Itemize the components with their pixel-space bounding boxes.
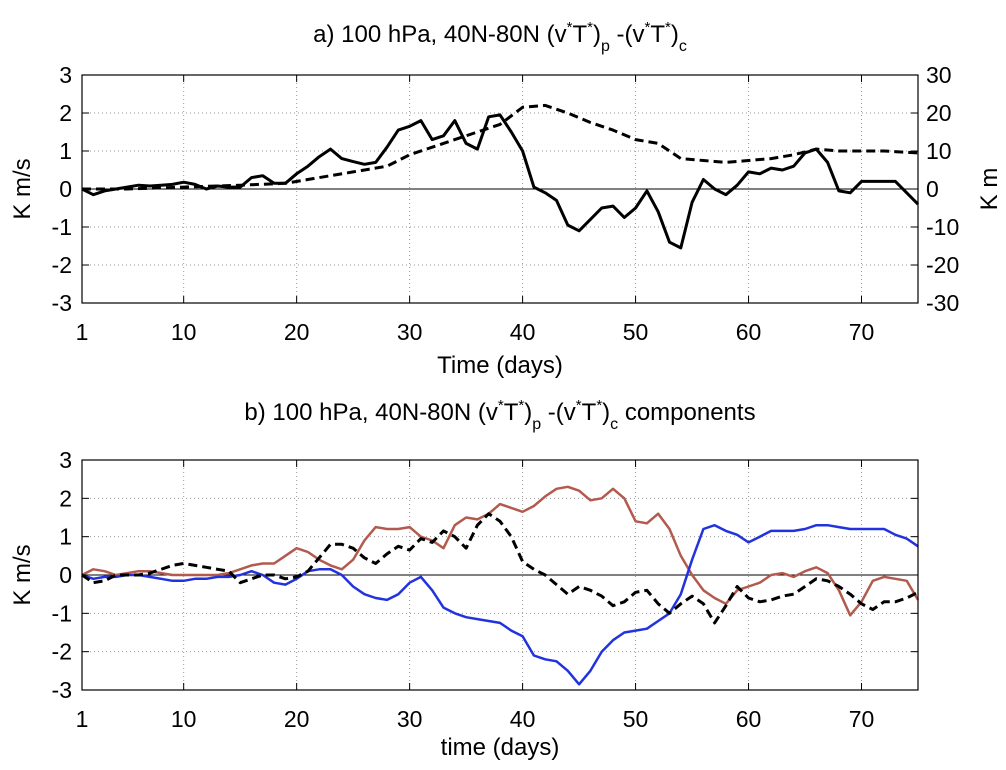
- title-part: *: [498, 397, 504, 414]
- series-line-0: [81, 485, 920, 617]
- title-part: ): [671, 21, 679, 48]
- title-part: components: [618, 399, 755, 426]
- x-tick-label: 50: [623, 319, 649, 345]
- y-tick-label: 2: [59, 485, 72, 511]
- title-part: *: [665, 19, 671, 36]
- title-part: c: [679, 38, 687, 55]
- y2-axis-label: K m: [976, 168, 1003, 211]
- chart-title: b) 100 hPa, 40N-80N (v*T*)p -(v*T*)c com…: [244, 397, 755, 433]
- x-tick-label: 10: [171, 706, 197, 732]
- y2-tick-label: 30: [926, 62, 952, 88]
- y-tick-label: 3: [59, 447, 72, 473]
- title-part: a) 100 hPa, 40N-80N (v: [313, 21, 566, 48]
- y-axis-label: K m/s: [9, 544, 36, 605]
- series-line-2: [81, 512, 919, 625]
- title-part: -(v: [541, 399, 576, 426]
- title-part: -(v: [610, 21, 645, 48]
- x-tick-label: 70: [849, 706, 875, 732]
- title-part: *: [567, 19, 573, 36]
- y-axis-label: K m/s: [9, 158, 36, 219]
- title-part: T: [572, 21, 587, 48]
- x-tick-label: 30: [397, 319, 423, 345]
- y-tick-label: -2: [52, 252, 72, 278]
- title-part: b) 100 hPa, 40N-80N (v: [244, 399, 497, 426]
- x-axis-label: time (days): [441, 734, 560, 761]
- x-tick-label: 10: [171, 319, 197, 345]
- y2-tick-label: -10: [926, 214, 959, 240]
- y-tick-label: -3: [52, 677, 72, 703]
- y2-tick-label: 20: [926, 100, 952, 126]
- title-part: ): [524, 399, 532, 426]
- x-tick-label: 30: [397, 706, 423, 732]
- title-part: T: [650, 21, 665, 48]
- y-tick-label: -1: [52, 600, 72, 626]
- x-tick-label: 60: [736, 706, 762, 732]
- x-tick-label: 60: [736, 319, 762, 345]
- x-tick-label: 40: [510, 706, 536, 732]
- x-tick-label: 70: [849, 319, 875, 345]
- panel-b-chart: 1 10 20 30 40 50 60 70 -3 -2 -1 0 1 2 3 b) 100 hPa, 40N…: [9, 397, 920, 761]
- y-tick-label: -2: [52, 639, 72, 665]
- y-tick-label: 0: [59, 176, 72, 202]
- title-part: ): [593, 21, 601, 48]
- series-line-0: [81, 113, 920, 250]
- x-tick-label: 20: [284, 706, 310, 732]
- title-part: *: [576, 397, 582, 414]
- title-part: *: [645, 19, 651, 36]
- y-tick-label: 2: [59, 100, 72, 126]
- chart-title: a) 100 hPa, 40N-80N (v*T*)p -(v*T*)c: [313, 19, 687, 55]
- title-part: *: [518, 397, 524, 414]
- y-tick-label: 1: [59, 138, 72, 164]
- y2-tick-label: -30: [926, 290, 959, 316]
- title-part: ): [602, 399, 610, 426]
- x-axis-label: Time (days): [437, 352, 563, 379]
- y2-tick-label: -20: [926, 252, 959, 278]
- title-part: *: [596, 397, 602, 414]
- title-part: *: [587, 19, 593, 36]
- x-tick-label: 1: [76, 706, 89, 732]
- title-part: c: [610, 416, 618, 433]
- x-tick-label: 40: [510, 319, 536, 345]
- y-tick-label: 0: [59, 562, 72, 588]
- y2-tick-label: 10: [926, 138, 952, 164]
- series-line-1: [81, 523, 919, 686]
- y-tick-label: -3: [52, 290, 72, 316]
- title-part: p: [532, 416, 541, 433]
- title-part: T: [582, 399, 597, 426]
- y-tick-label: 1: [59, 524, 72, 550]
- title-part: p: [601, 38, 610, 55]
- x-tick-label: 1: [76, 319, 89, 345]
- y-tick-label: 3: [59, 62, 72, 88]
- y2-tick-label: 0: [926, 176, 939, 202]
- x-tick-label: 20: [284, 319, 310, 345]
- x-tick-label: 50: [623, 706, 649, 732]
- title-part: T: [504, 399, 519, 426]
- panel-a-chart: 1 10 20 30 40 50 60 70-3-2-10123-30-20-10010203…: [9, 19, 1003, 379]
- y-tick-label: -1: [52, 214, 72, 240]
